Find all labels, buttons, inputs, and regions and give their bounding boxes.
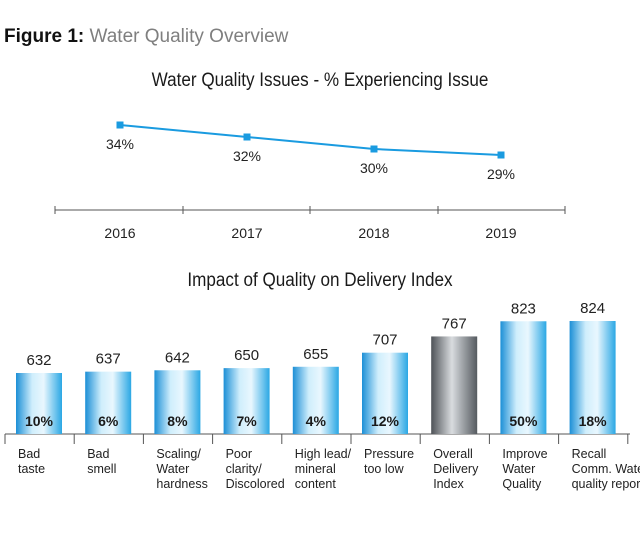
bar-category-label-2-0: Scaling/ [156,447,201,461]
bar-category-label-8-0: Recall [572,447,607,461]
bar-5 [362,352,408,434]
bar-inner-label-1: 6% [98,413,119,429]
bar-category-label-3-0: Poor [226,447,252,461]
bar-category-label-1-1: smell [87,462,116,476]
bar-inner-label-2: 8% [167,413,188,429]
bar-3 [223,368,270,434]
bar-category-label-4-2: content [295,477,337,491]
bar-6 [431,336,478,434]
line-point-2017 [243,133,251,141]
bar-2 [154,370,201,434]
bar-category-label-4-0: High lead/ [295,447,352,461]
bar-4 [292,366,339,434]
bar-1 [85,371,132,434]
bar-value-label-5: 707 [372,332,397,349]
line-x-tick-label-2016: 2016 [104,225,135,241]
bar-value-label-7: 823 [511,300,536,317]
figure-heading: Figure 1: Water Quality Overview [4,26,288,48]
line-value-label-2016: 34% [106,136,134,152]
bar-category-label-0-1: taste [18,462,45,476]
bar-category-label-5-1: too low [364,462,405,476]
line-value-label-2018: 30% [360,160,388,176]
line-point-2018 [370,145,378,153]
figure-label: Figure 1: [4,26,85,47]
bar-value-label-0: 632 [26,352,51,369]
bar-category-label-3-1: clarity/ [226,462,263,476]
bar-value-label-8: 824 [580,300,605,317]
bar-value-label-3: 650 [234,347,259,364]
bar-category-label-7-0: Improve [502,447,547,461]
bar-category-label-6-1: Delivery [433,462,479,476]
bar-inner-label-8: 18% [579,413,608,429]
line-x-tick-label-2017: 2017 [231,225,262,241]
bar-category-label-2-2: hardness [156,477,207,491]
line-x-tick-label-2019: 2019 [485,225,516,241]
bar-value-label-4: 655 [303,346,328,363]
bar-category-label-7-1: Water [502,462,535,476]
bar-chart-title: Impact of Quality on Delivery Index [187,270,453,291]
bar-inner-label-0: 10% [25,413,54,429]
bar-value-label-6: 767 [442,315,467,332]
bar-category-label-7-2: Quality [502,477,542,491]
bar-category-label-6-0: Overall [433,447,473,461]
bar-inner-label-4: 4% [306,413,327,429]
line-value-label-2019: 29% [487,166,515,182]
line-x-tick-label-2018: 2018 [358,225,389,241]
bar-category-label-4-1: mineral [295,462,336,476]
figure-title: Water Quality Overview [89,26,289,47]
bar-value-label-1: 637 [96,351,121,368]
bar-0 [16,373,62,434]
bar-category-label-8-1: Comm. Water [572,462,640,476]
bar-category-label-2-1: Water [156,462,189,476]
bar-category-label-1-0: Bad [87,447,109,461]
bar-value-label-2: 642 [165,349,190,366]
line-point-2016 [116,121,124,129]
bar-category-label-5-0: Pressure [364,447,414,461]
line-chart-title: Water Quality Issues - % Experiencing Is… [151,70,489,91]
bar-category-label-8-2: quality report [572,477,640,491]
bar-inner-label-3: 7% [236,413,257,429]
bar-category-label-3-2: Discolored [226,477,285,491]
bar-8 [569,321,616,434]
bar-category-label-6-2: Index [433,477,464,491]
line-value-label-2017: 32% [233,148,261,164]
bar-inner-label-5: 12% [371,413,400,429]
bar-inner-label-7: 50% [509,413,538,429]
line-series-path [119,124,502,156]
bar-category-label-0-0: Bad [18,447,40,461]
line-point-2019 [497,151,505,159]
bar-7 [500,321,547,434]
